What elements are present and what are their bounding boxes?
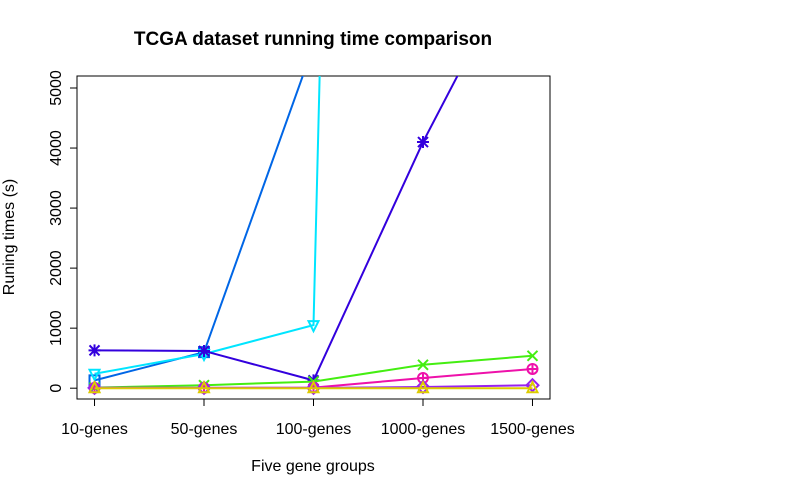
- point-marker: [525, 379, 540, 394]
- plot-area: [87, 76, 540, 396]
- point-marker: [87, 379, 102, 394]
- point-marker: [526, 363, 539, 375]
- point-marker: [525, 377, 540, 393]
- series-line: [94, 76, 321, 375]
- x-tick-label: 1500-genes: [490, 421, 575, 438]
- x-tick-label: 1000-genes: [381, 421, 466, 438]
- chart-title: TCGA dataset running time comparison: [134, 29, 492, 50]
- x-tick-label: 50-genes: [171, 421, 238, 438]
- point-marker: [417, 359, 429, 371]
- point-marker: [198, 346, 211, 359]
- point-marker: [526, 350, 539, 362]
- point-marker: [416, 379, 430, 394]
- y-tick-label: 4000: [48, 130, 65, 166]
- point-marker: [87, 368, 102, 383]
- x-tick-label: 100-genes: [276, 421, 352, 438]
- y-axis-label: Runing times (s): [1, 179, 18, 295]
- y-tick-label: 0: [48, 384, 65, 393]
- point-marker: [88, 344, 101, 357]
- x-tick-label: 10-genes: [61, 421, 128, 438]
- point-marker: [416, 136, 429, 149]
- series-line: [94, 76, 304, 382]
- y-tick-label: 2000: [48, 250, 65, 286]
- point-marker: [197, 379, 211, 394]
- y-tick-label: 3000: [48, 190, 65, 226]
- point-marker: [306, 379, 321, 394]
- x-axis-label: Five gene groups: [251, 458, 375, 475]
- point-marker: [306, 380, 321, 396]
- point-marker: [198, 344, 211, 357]
- point-marker: [306, 320, 321, 334]
- y-tick-label: 1000: [48, 310, 65, 346]
- point-marker: [196, 380, 212, 396]
- point-marker: [87, 380, 102, 396]
- y-tick-label: 5000: [48, 70, 65, 106]
